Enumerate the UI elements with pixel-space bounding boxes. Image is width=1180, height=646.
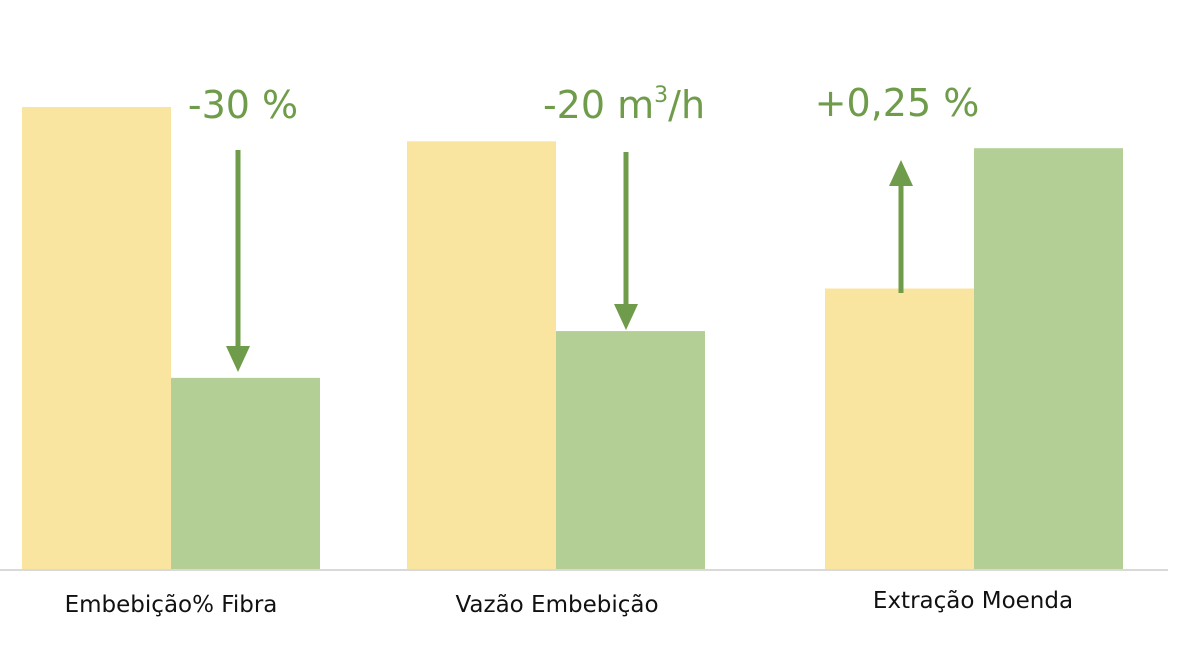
- arrow-down-vazao-embebicao-icon: [614, 152, 638, 330]
- arrow-up-extracao-moenda-icon: [889, 160, 913, 293]
- delta-label-extracao-moenda-text: +0,25 %: [815, 81, 980, 125]
- delta-label-vazao-embebicao-suffix: /h: [668, 83, 705, 127]
- bar-vazao-embebicao-after: [556, 331, 705, 570]
- delta-label-embebicao-fibra-text: -30 %: [188, 83, 298, 127]
- bar-vazao-embebicao-before: [407, 141, 556, 570]
- delta-label-extracao-moenda: +0,25 %: [815, 81, 980, 125]
- category-label-extracao-moenda: Extração Moenda: [873, 588, 1073, 614]
- bar-embebicao-fibra-after: [171, 377, 320, 570]
- bar-extracao-moenda-before: [825, 288, 974, 570]
- arrow-down-embebicao-fibra-icon: [226, 150, 250, 372]
- bar-embebicao-fibra-before: [22, 107, 171, 570]
- delta-label-vazao-embebicao-text: -20 m: [543, 83, 654, 127]
- annotation-arrows-layer: [226, 150, 913, 372]
- category-label-embebicao-fibra: Embebição% Fibra: [65, 592, 278, 618]
- category-label-vazao-embebicao: Vazão Embebição: [455, 592, 658, 618]
- bars-layer: [22, 107, 1123, 570]
- delta-label-embebicao-fibra: -30 %: [188, 83, 298, 127]
- delta-label-vazao-embebicao: -20 m3/h: [543, 83, 705, 127]
- delta-label-vazao-embebicao-superscript: 3: [654, 83, 668, 108]
- bar-extracao-moenda-after: [974, 148, 1123, 570]
